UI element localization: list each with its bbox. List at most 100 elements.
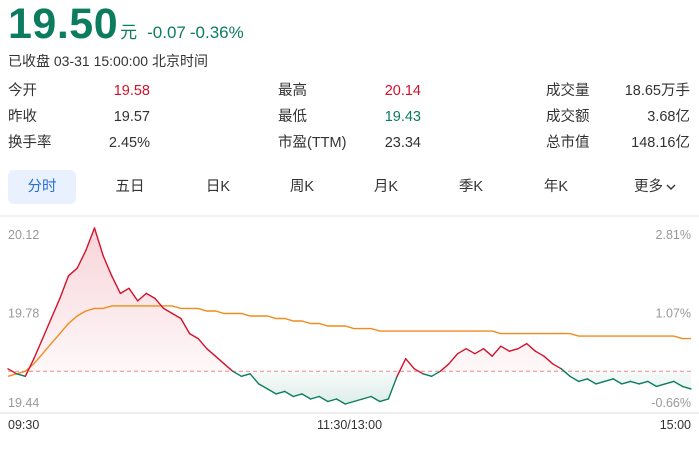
price-segment [102,254,113,277]
price-segment [240,373,251,378]
price-segment [136,292,148,302]
price-segment [422,373,433,378]
tab-intraday[interactable]: 分时 [8,170,76,204]
price-segment [309,395,320,400]
price-segment [664,380,675,385]
price-segment [171,312,182,320]
price-segment [508,347,519,352]
price-segment [673,380,684,388]
price-segment [85,227,96,252]
stat-label: 最高 [278,83,307,99]
price-segment [353,398,364,403]
stats-grid: 今开 19.58 最高 20.14 成交量 18.65万手 昨收 19.57 最… [0,81,699,159]
stat-label: 总市值 [546,135,590,151]
tab-monthly-k[interactable]: 月K [373,179,399,195]
stat-value: 18.65万手 [624,83,690,99]
stat-label: 最低 [278,109,307,125]
last-price: 19.50 [8,0,119,48]
stat-value: 19.58 [113,83,150,99]
price-segment [7,368,18,375]
period-tabs: 分时 五日 日K 周K 月K 季K 年K 更多 [0,170,699,206]
price-segment [327,398,338,403]
stat-value: 2.45% [108,135,150,151]
stats-row: 今开 19.58 最高 20.14 成交量 18.65万手 [0,81,699,107]
price-segment [430,370,441,378]
tab-more[interactable]: 更多 [618,170,692,204]
price-segment [621,380,632,385]
price-segment [681,385,692,390]
price-segment [33,337,44,360]
stat-value: 148.16亿 [631,135,690,151]
price-segment [214,355,225,365]
stat-label: 昨收 [8,109,37,125]
tab-daily-k[interactable]: 日K [205,179,231,195]
stat-value: 20.14 [384,83,421,99]
x-tick-label: 15:00 [660,418,691,432]
price-segment [491,345,502,357]
price-segment [24,357,35,378]
y-tick-label-left: 19.78 [8,307,39,321]
price-segment [258,383,269,390]
price-segment [223,363,234,373]
price-segment [379,398,390,403]
price-segment [456,347,467,355]
price-segment [361,395,372,400]
chevron-down-icon [666,170,676,204]
price-segment [284,390,294,398]
price-segment [586,378,597,385]
price-segment [405,357,415,370]
price-segment [577,378,588,383]
price-segment [595,380,606,385]
y-tick-label-right: 1.07% [656,307,691,321]
stat-label: 换手率 [8,135,52,151]
price-segment [517,342,528,350]
price-segment [232,370,243,378]
price-segment [413,368,424,375]
tab-more-label: 更多 [634,179,663,195]
price-segment [301,393,312,400]
price-segment [448,352,459,365]
price-segment [180,317,191,335]
price-segment [603,378,614,383]
price-segment [292,393,303,398]
stat-value: 23.34 [384,135,421,151]
price-segment [569,375,580,383]
price-segment [41,317,52,340]
price-segment [534,350,545,357]
price-segment [110,275,122,295]
price-change: -0.07 [147,23,186,42]
stat-value: 3.68亿 [647,109,690,125]
price-segment [465,347,476,355]
price-segment [344,400,355,405]
price-segment [655,383,666,388]
tab-weekly-k[interactable]: 周K [289,179,315,195]
stat-label: 今开 [8,83,37,99]
price-segment [612,378,623,385]
tab-yearly-k[interactable]: 年K [543,179,569,195]
price-segment [526,342,537,352]
price-segment [318,395,329,403]
tab-quarterly-k[interactable]: 季K [458,179,484,195]
price-area-up [8,228,691,372]
price-segment [206,347,217,357]
price-segment [249,373,260,385]
price-segment [154,297,165,310]
price-segment [145,292,156,300]
price-segment [128,287,139,302]
price-segment [162,307,174,315]
stat-value: 19.43 [384,109,421,125]
price-segment [387,375,398,400]
y-tick-label-left: 19.44 [8,396,39,410]
price-segment [197,337,208,350]
price-segment [647,380,658,388]
price-segment [552,363,562,370]
intraday-chart[interactable]: 20.12 19.78 19.44 2.81% 1.07% -0.66% 09:30 11:3… [0,215,699,459]
tab-five-day[interactable]: 五日 [115,179,145,195]
price-segment [396,357,407,378]
stat-label: 市盈(TTM) [278,135,347,151]
y-tick-label-right: 2.81% [656,228,691,242]
price-segment [93,227,104,257]
price-segment [439,363,450,373]
price-segment [76,249,87,269]
quote-header: 19.50 元 -0.07 -0.36% [8,2,244,46]
